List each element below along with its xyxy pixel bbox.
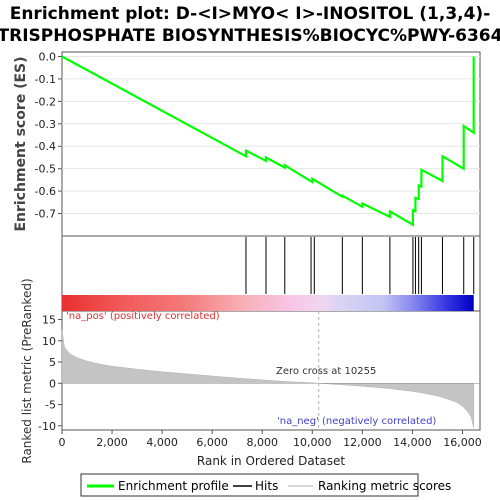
rank-y-tick-label: -5 <box>45 399 56 412</box>
neg-correlated-label: 'na_neg' (negatively correlated) <box>277 416 436 427</box>
es-y-tick-label: -0.1 <box>35 73 56 86</box>
rank-color-bar <box>62 295 474 311</box>
es-y-tick-label: 0.0 <box>39 50 57 63</box>
legend-frame <box>80 473 419 497</box>
rank-x-tick-label: 12,000 <box>343 436 382 449</box>
rank-x-tick-label: 6,000 <box>196 436 228 449</box>
rank-y-tick-label: 15 <box>42 314 56 327</box>
rank-y-tick-label: -10 <box>38 420 56 433</box>
es-y-tick-label: -0.4 <box>35 140 56 153</box>
legend-label-ranking-metric: Ranking metric scores <box>318 479 451 493</box>
es-curve-line <box>61 55 475 227</box>
rank-x-axis-label: Rank in Ordered Dataset <box>197 454 345 468</box>
es-gridlines <box>62 55 480 215</box>
rank-x-tick-label: 14,000 <box>393 436 432 449</box>
es-y-tick-label: -0.2 <box>35 95 56 108</box>
rank-x-tick-label: 10,000 <box>293 436 332 449</box>
rank-x-tick-label: 8,000 <box>246 436 278 449</box>
rank-y-axis-label: Ranked list metric (PreRanked) <box>20 278 34 463</box>
chart-title-line1: Enrichment plot: D-<I>MYO< I>-INOSITOL (… <box>10 4 491 24</box>
es-y-tick-label: -0.3 <box>35 118 56 131</box>
rank-x-tick-label: 4,000 <box>146 436 178 449</box>
es-y-axis: 0.0 -0.1 -0.2 -0.3 -0.4 -0.5 -0.6 -0.7 <box>35 50 62 221</box>
rank-y-tick-label: 10 <box>42 335 56 348</box>
pos-correlated-label: 'na_pos' (positively correlated) <box>66 311 220 322</box>
rank-y-tick-label: 5 <box>49 356 56 369</box>
es-y-tick-label: -0.7 <box>35 208 56 221</box>
rank-x-axis: 0 2,000 4,000 6,000 8,000 10,000 12,000 14,000 1… <box>59 430 482 449</box>
legend: Enrichment profile Hits Ranking metric s… <box>80 473 451 497</box>
es-y-axis-label: Enrichment score (ES) <box>13 56 29 231</box>
legend-label-hits: Hits <box>255 479 278 493</box>
ranking-metric-area <box>61 330 474 428</box>
rank-color-bar-fill <box>62 295 474 311</box>
es-y-tick-label: -0.5 <box>35 163 56 176</box>
hit-marks <box>245 237 475 294</box>
rank-metric-area <box>61 311 480 430</box>
es-y-tick-label: -0.6 <box>35 185 56 198</box>
es-curve-group <box>61 55 475 227</box>
zero-cross-label: Zero cross at 10255 <box>276 366 376 377</box>
rank-x-tick-label: 16,000 <box>443 436 482 449</box>
chart-title-line2: TRISPHOSPHATE BIOSYNTHESIS%BIOCYC%PWY-63… <box>0 26 500 46</box>
rank-y-axis: 15 10 5 0 -5 -10 <box>38 314 62 433</box>
rank-y-tick-label: 0 <box>49 377 56 390</box>
rank-x-tick-label: 2,000 <box>96 436 128 449</box>
rank-x-tick-label: 0 <box>59 436 66 449</box>
es-panel-frame <box>61 51 481 237</box>
legend-label-enrichment-profile: Enrichment profile <box>118 479 229 493</box>
